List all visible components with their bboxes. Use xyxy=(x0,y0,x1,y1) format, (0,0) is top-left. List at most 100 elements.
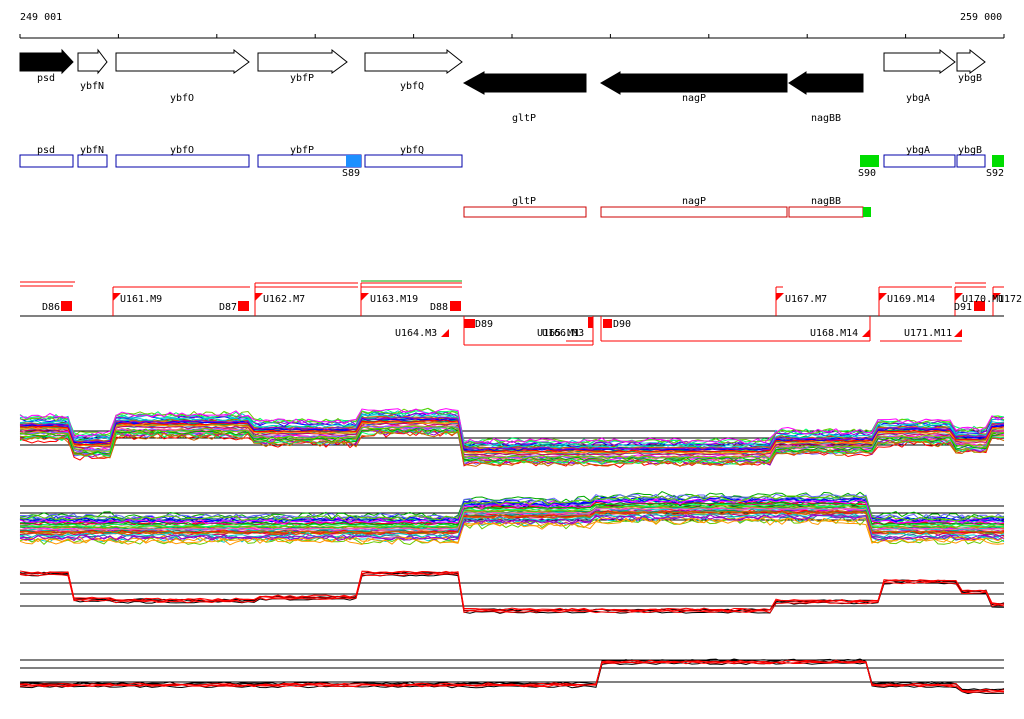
panel-2-trace xyxy=(19,501,1005,526)
rev-box-nagBB[interactable] xyxy=(788,206,864,218)
panel-2-trace xyxy=(19,504,1005,529)
gene-arrow-ybfO[interactable] xyxy=(115,48,250,74)
panel-2-trace xyxy=(19,515,1005,544)
expression-panel-1 xyxy=(19,407,1005,469)
gene-label-psd: psd xyxy=(37,73,55,84)
panel-2-trace xyxy=(19,512,1005,539)
seg-label-U169M14: U169.M14 xyxy=(887,294,935,305)
panel-4-trace xyxy=(19,660,1005,693)
expression-panel-3 xyxy=(19,570,1005,614)
panel-2-trace xyxy=(19,494,1005,523)
panel-2-trace xyxy=(19,503,1005,528)
panel-1-trace xyxy=(19,425,1005,460)
fwd-box-ybfN[interactable] xyxy=(77,154,108,168)
marker-S89[interactable] xyxy=(346,155,361,167)
fwd-box-ybfP[interactable] xyxy=(257,154,362,168)
panel-1-trace xyxy=(19,430,1005,467)
marker-S90[interactable] xyxy=(860,155,879,167)
gene-arrow-nagP[interactable] xyxy=(600,71,788,95)
seg-label-U171M11: U171.M11 xyxy=(904,328,952,339)
panel-3-trace xyxy=(19,571,1005,612)
seg-label-U164M3: U164.M3 xyxy=(395,328,437,339)
gene-arrow-ybfN[interactable] xyxy=(77,48,108,75)
seg-label-U167M7: U167.M7 xyxy=(785,294,827,305)
ruler xyxy=(19,34,1005,39)
panel-2-trace xyxy=(19,509,1005,535)
panel-3-trace xyxy=(19,571,1005,612)
seg-label-U170M1: U170.M1 xyxy=(962,294,1004,305)
panel-1-trace xyxy=(19,421,1005,455)
rev-box-nagP[interactable] xyxy=(600,206,788,218)
forward-strand-boxes: psd ybfN ybfO ybfP ybfQ ybgA ybgB S89 S9… xyxy=(19,145,1004,179)
seg-label-D91: D91 xyxy=(954,302,972,313)
gene-arrow-ybgB[interactable] xyxy=(956,48,986,74)
fwd-box-ybfQ[interactable] xyxy=(364,154,463,168)
expression-panels xyxy=(19,407,1005,695)
seg-label-D90: D90 xyxy=(613,319,631,330)
fwd-box-ybgB[interactable] xyxy=(956,154,986,168)
panel-1-trace xyxy=(19,413,1005,449)
panel-2-trace xyxy=(19,513,1005,542)
gene-label-nagP: nagP xyxy=(682,93,706,104)
fwd-box-label-ybgB: ybgB xyxy=(958,145,982,156)
seg-label-D87: D87 xyxy=(219,302,237,313)
rev-box-label-gltP: gltP xyxy=(512,196,536,207)
gene-arrow-gltP[interactable] xyxy=(462,71,587,95)
seg-label-D89: D89 xyxy=(475,319,493,330)
seg-label-U161M9: U161.M9 xyxy=(120,294,162,305)
ruler-start-label: 249 001 xyxy=(20,12,63,23)
gene-arrow-psd[interactable] xyxy=(19,48,74,75)
ruler-end-label: 259 000 xyxy=(960,12,1003,23)
gene-arrows-track: psd ybfN ybfO ybfP ybfQ gltP nagP nagBB … xyxy=(19,48,986,124)
fwd-box-label-ybfO: ybfO xyxy=(170,145,194,156)
fwd-box-label-psd: psd xyxy=(37,145,55,156)
panel-1-trace xyxy=(19,427,1005,462)
fwd-box-label-ybfQ: ybfQ xyxy=(400,145,424,156)
gene-arrow-ybfP[interactable] xyxy=(257,48,348,74)
panel-2-trace xyxy=(19,506,1005,530)
rev-box-gltP[interactable] xyxy=(463,206,587,218)
fwd-box-ybgA[interactable] xyxy=(883,154,956,168)
seg-label-U172: U172 xyxy=(998,294,1022,305)
gene-label-ybfO: ybfO xyxy=(170,93,194,104)
rev-box-label-nagP: nagP xyxy=(682,196,706,207)
gene-arrow-nagBB[interactable] xyxy=(788,71,864,95)
segmentation-track: D86 U161.M9 D87 U162.M7 U163.M19 D88 U16… xyxy=(20,280,1022,346)
panel-3-trace xyxy=(19,573,1005,614)
marker-label-S90: S90 xyxy=(858,168,876,179)
marker-S92[interactable] xyxy=(992,155,1004,167)
marker-label-S92: S92 xyxy=(986,168,1004,179)
fwd-box-psd[interactable] xyxy=(19,154,74,168)
seg-label-D86: D86 xyxy=(42,302,60,313)
gene-label-ybfN: ybfN xyxy=(80,81,104,92)
panel-2-trace xyxy=(19,494,1005,522)
panel-1-trace xyxy=(19,410,1005,447)
gene-arrow-ybgA[interactable] xyxy=(883,48,956,74)
panel-2-trace xyxy=(19,498,1005,525)
gene-label-nagBB: nagBB xyxy=(811,113,841,124)
seg-label-D88: D88 xyxy=(430,302,448,313)
expression-panel-2 xyxy=(19,491,1005,546)
fwd-box-label-ybgA: ybgA xyxy=(906,145,930,156)
marker-label-S89: S89 xyxy=(342,168,360,179)
panel-4-trace xyxy=(19,661,1005,694)
gene-label-gltP: gltP xyxy=(512,113,536,124)
rev-box-nagBB-green-end xyxy=(863,207,871,217)
seg-label-U165M1: U165.M1 xyxy=(537,328,579,339)
fwd-box-label-ybfN: ybfN xyxy=(80,145,104,156)
panel-1-trace xyxy=(19,419,1005,453)
panel-2-trace xyxy=(19,507,1005,531)
gene-label-ybgA: ybgA xyxy=(906,93,930,104)
seg-label-U168M14: U168.M14 xyxy=(810,328,858,339)
panel-1-trace xyxy=(19,408,1005,445)
panel-3-trace xyxy=(19,571,1005,612)
reverse-strand-boxes: gltP nagP nagBB xyxy=(463,196,871,218)
fwd-box-label-ybfP: ybfP xyxy=(290,145,314,156)
gene-arrow-ybfQ[interactable] xyxy=(364,48,463,74)
seg-label-U163M19: U163.M19 xyxy=(370,294,418,305)
expression-panel-4 xyxy=(19,658,1005,695)
gene-label-ybfP: ybfP xyxy=(290,73,314,84)
fwd-box-ybfO[interactable] xyxy=(115,154,250,168)
